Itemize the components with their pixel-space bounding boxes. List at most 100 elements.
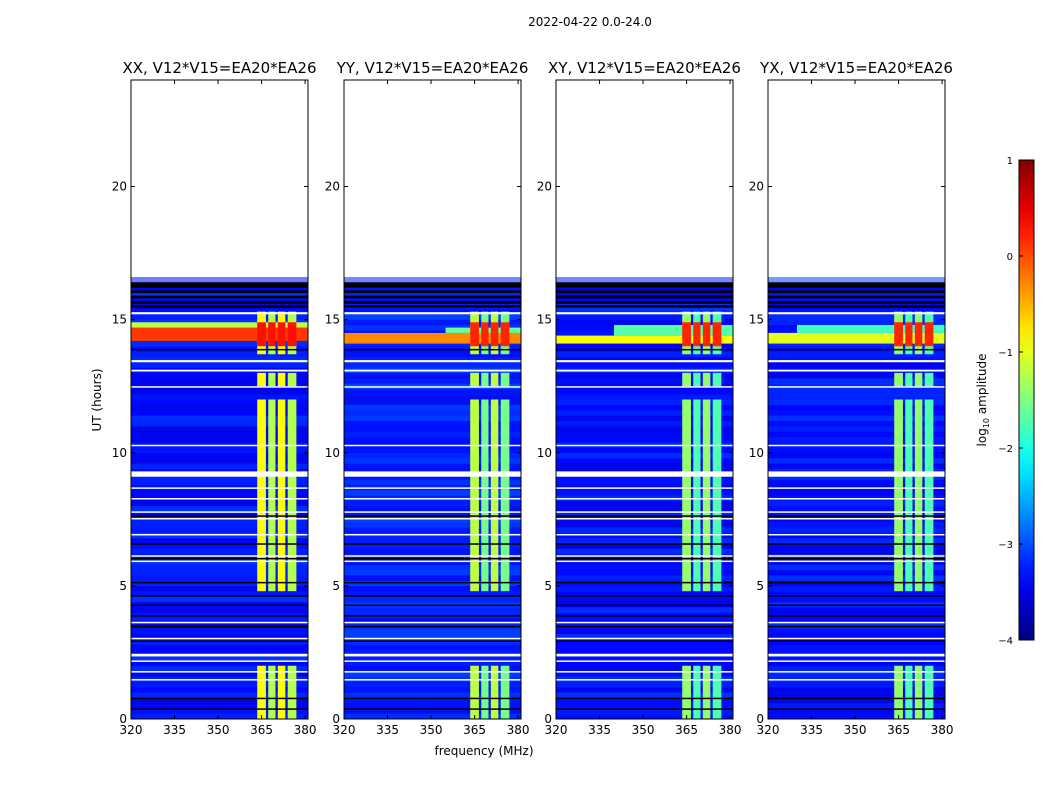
rfi-block [682, 665, 691, 719]
noise-row [344, 474, 521, 480]
noise-row [344, 671, 521, 677]
noise-row [344, 655, 521, 661]
event-block [257, 322, 266, 347]
x-tick-label: 320 [545, 723, 568, 737]
noise-row [131, 537, 308, 544]
figure-suptitle: 2022-04-22 0.0-24.0 [528, 15, 652, 29]
noise-row [768, 511, 945, 517]
rfi-block [894, 399, 903, 592]
flagged-row-white [131, 533, 308, 536]
rfi-block [894, 665, 903, 719]
noise-row [131, 399, 308, 406]
event-band [768, 332, 945, 344]
colorbar-tick-label: −3 [998, 540, 1013, 551]
event-block [277, 322, 286, 347]
noise-row [556, 356, 733, 363]
flagged-row-black [556, 604, 733, 607]
flagged-row-black [556, 581, 733, 584]
flagged-row-white [131, 660, 308, 662]
noise-row [131, 564, 308, 571]
flagged-row-black [768, 595, 945, 597]
noise-row [344, 426, 521, 432]
noise-row [344, 703, 521, 709]
flagged-row-black [344, 595, 521, 597]
y-tick-label: 10 [325, 446, 340, 460]
flagged-row-white [768, 471, 945, 477]
flagged-row-white [556, 671, 733, 673]
noise-row [131, 277, 308, 283]
noise-row [344, 697, 521, 704]
flagged-row-black [556, 304, 733, 308]
flagged-row-black [556, 625, 733, 628]
y-tick-label: 10 [537, 446, 552, 460]
event-block [894, 322, 903, 347]
flagged-row-black [131, 708, 308, 710]
flagged-row-white [344, 555, 521, 557]
noise-row [768, 569, 945, 576]
x-tick-label: 365 [463, 723, 486, 737]
noise-row [344, 575, 521, 581]
noise-row [768, 426, 945, 432]
noise-row [344, 617, 521, 624]
flagged-row-white [768, 533, 945, 536]
noise-row [556, 548, 733, 555]
flagged-row-white [131, 621, 308, 624]
noise-row [768, 527, 945, 533]
noise-row [768, 314, 945, 320]
noise-row [131, 420, 308, 427]
noise-row [768, 665, 945, 672]
noise-row [768, 585, 945, 592]
flagged-row-black [344, 515, 521, 517]
event-block [481, 322, 489, 347]
y-tick-label: 20 [749, 180, 764, 194]
noise-row [344, 644, 521, 651]
noise-row [344, 277, 521, 283]
colorbar-label: log10 amplitude [975, 354, 991, 447]
y-tick-label: 5 [544, 579, 552, 593]
noise-row [556, 521, 733, 528]
noise-row [768, 420, 945, 427]
flagged-row-white [768, 444, 945, 447]
rfi-block [693, 372, 701, 387]
noise-row [768, 697, 945, 704]
flagged-row-white [131, 312, 308, 315]
noise-row [768, 708, 945, 714]
noise-row [768, 628, 945, 635]
noise-row [768, 447, 945, 454]
y-tick-label: 5 [756, 579, 764, 593]
noise-row [131, 665, 308, 672]
event-block [924, 322, 934, 347]
heatmap [768, 80, 945, 719]
flagged-row-black [556, 300, 733, 304]
noise-row [344, 628, 521, 635]
noise-row [768, 340, 945, 347]
rfi-block [481, 372, 489, 387]
flagged-row-black [131, 595, 308, 597]
noise-row [556, 687, 733, 693]
noise-row [768, 671, 945, 677]
noise-row [556, 633, 733, 640]
noise-row [344, 452, 521, 459]
flagged-row-black [768, 304, 945, 308]
flagged-row-black [131, 300, 308, 304]
rfi-block [470, 372, 479, 387]
flagged-row-white [131, 637, 308, 640]
rfi-block [268, 399, 276, 592]
noise-row [131, 378, 308, 384]
noise-row [344, 511, 521, 517]
y-tick-label: 0 [332, 712, 340, 726]
noise-row [556, 703, 733, 709]
noise-row [131, 708, 308, 714]
noise-row [768, 404, 945, 411]
noise-row [131, 607, 308, 613]
flagged-row-white [131, 444, 308, 447]
colorbar-tick-label: −2 [998, 444, 1013, 455]
rfi-block [712, 372, 722, 387]
noise-row [768, 660, 945, 667]
noise-row [344, 548, 521, 555]
rfi-block [490, 372, 499, 387]
noise-row [344, 394, 521, 400]
flagged-row-white [344, 487, 521, 489]
flagged-row-white [344, 653, 521, 657]
